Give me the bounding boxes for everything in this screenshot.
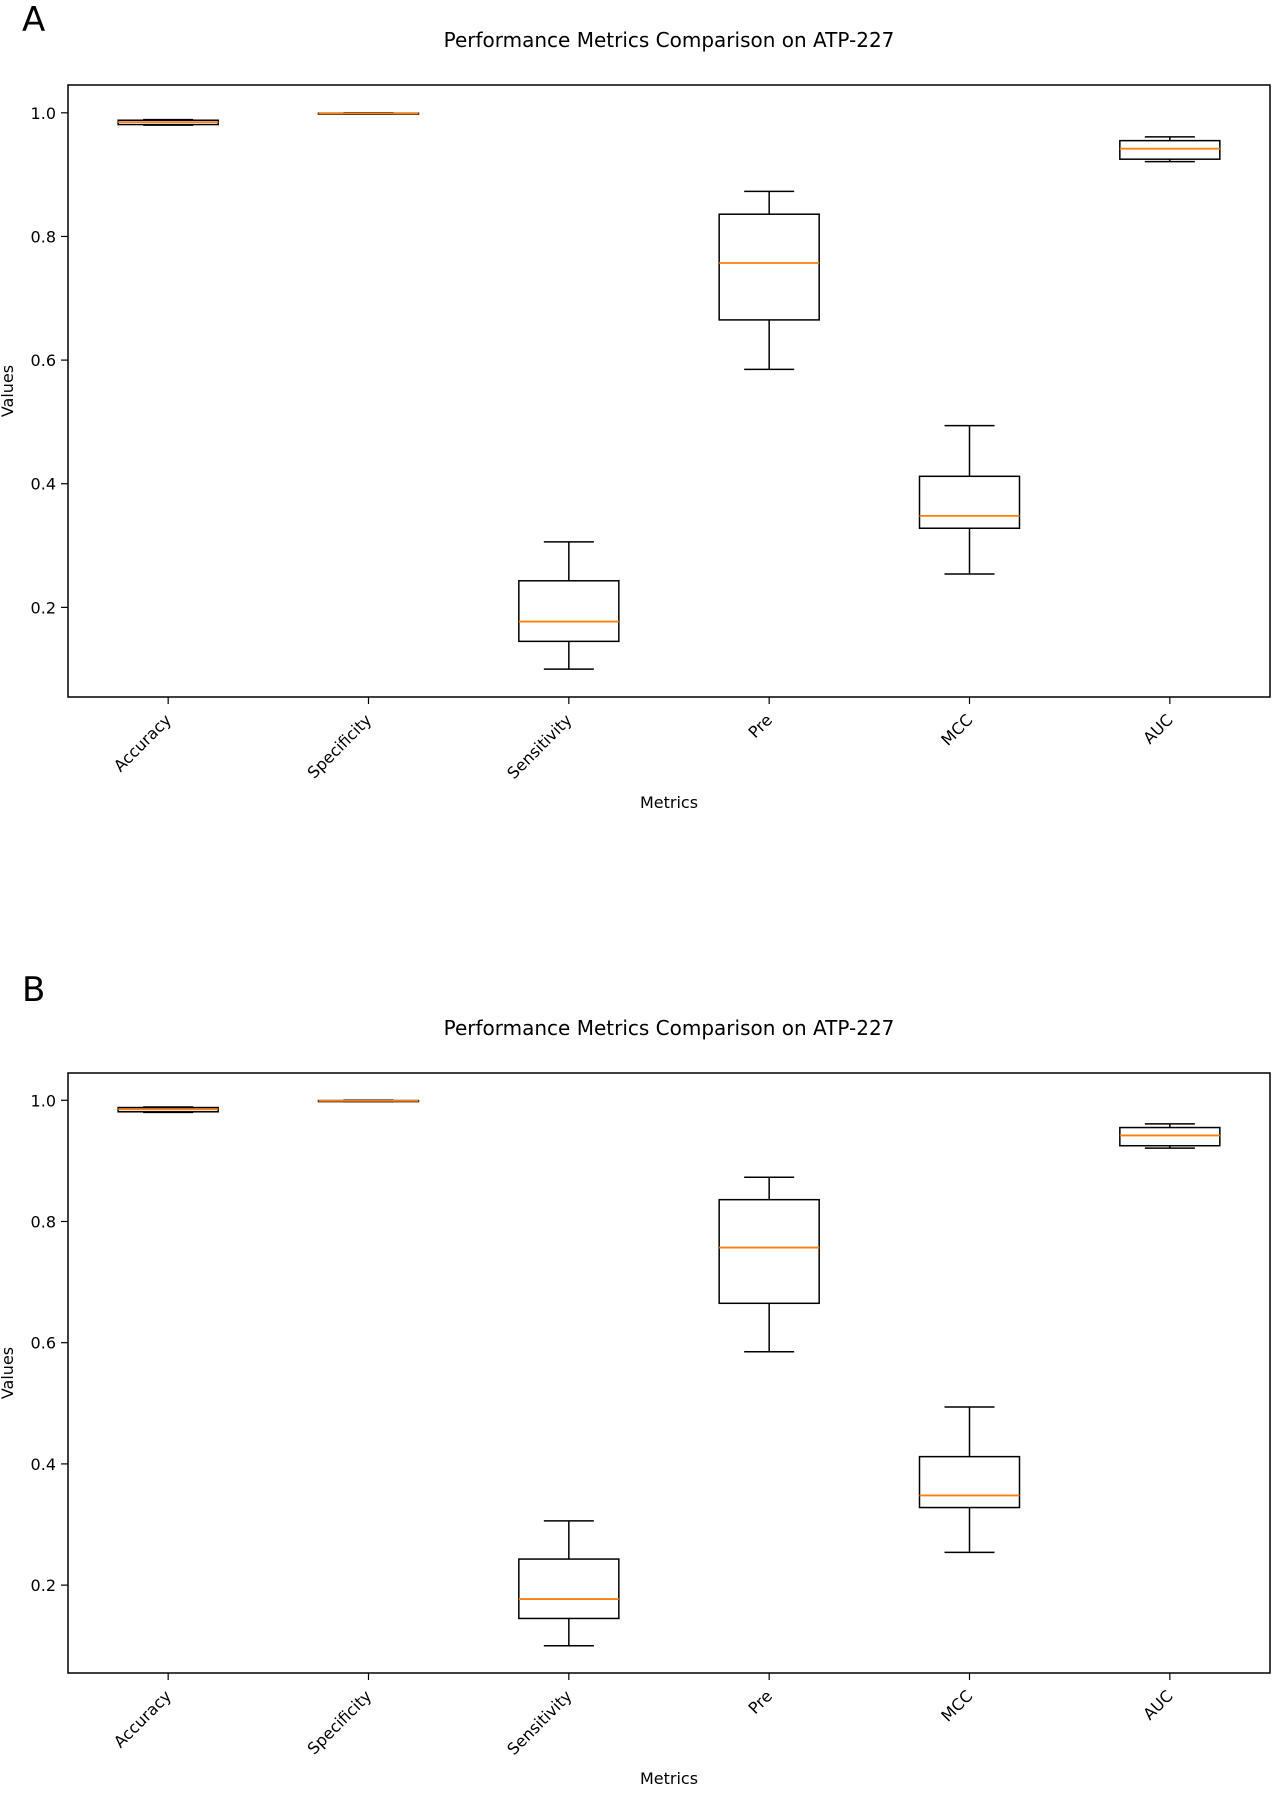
chart-title: Performance Metrics Comparison on ATP-22… [444,28,895,52]
chart-a: Performance Metrics Comparison on ATP-22… [0,28,1271,812]
x-tick-label: Pre [745,1686,776,1717]
y-tick-label: 0.4 [31,1455,56,1474]
iqr-box [518,580,620,643]
y-tick-label: 0.6 [31,1334,56,1353]
x-tick-label: Accuracy [110,1686,175,1751]
x-tick-label: Sensitivity [503,1686,575,1758]
y-tick-label: 0.8 [31,227,56,246]
box-sensitivity [518,1520,620,1647]
iqr-box [918,1455,1021,1509]
iqr-box [1119,139,1221,160]
x-axis-label: Metrics [640,793,698,812]
chart-title: Performance Metrics Comparison on ATP-22… [444,1016,895,1040]
y-tick-label: 1.0 [31,1091,56,1110]
plot-frame [67,84,1271,698]
box-specificity [317,112,420,115]
plot-frame [67,1072,1271,1674]
y-tick-label: 0.6 [31,351,56,370]
y-tick-label: 0.2 [31,1576,56,1595]
box-sensitivity [518,541,620,670]
iqr-box [718,1198,820,1305]
y-tick-label: 0.8 [31,1212,56,1231]
y-axis-label: Values [0,365,17,417]
y-tick-label: 1.0 [31,104,56,123]
iqr-box [918,475,1021,529]
box-mcc [918,1406,1021,1554]
y-axis-label: Values [0,1347,17,1399]
iqr-box [718,213,820,321]
iqr-box [1119,1126,1221,1147]
panel-a: A Performance Metrics Comparison on ATP-… [0,0,1275,860]
box-specificity [317,1099,420,1103]
box-pre [718,190,820,371]
box-mcc [918,424,1021,575]
box-accuracy [117,1106,219,1114]
x-tick-label: MCC [937,1686,976,1725]
box-pre [718,1176,820,1353]
x-tick-label: AUC [1139,1686,1176,1723]
iqr-box [518,1558,620,1620]
box-auc [1119,136,1221,163]
y-tick-label: 0.2 [31,598,56,617]
panel-label: A [22,0,46,40]
x-axis-label: Metrics [640,1769,698,1788]
x-tick-label: Specificity [304,1686,376,1758]
panel-label: B [22,970,46,1010]
y-tick-label: 0.4 [31,475,56,494]
box-accuracy [117,118,219,126]
box-auc [1119,1123,1221,1149]
